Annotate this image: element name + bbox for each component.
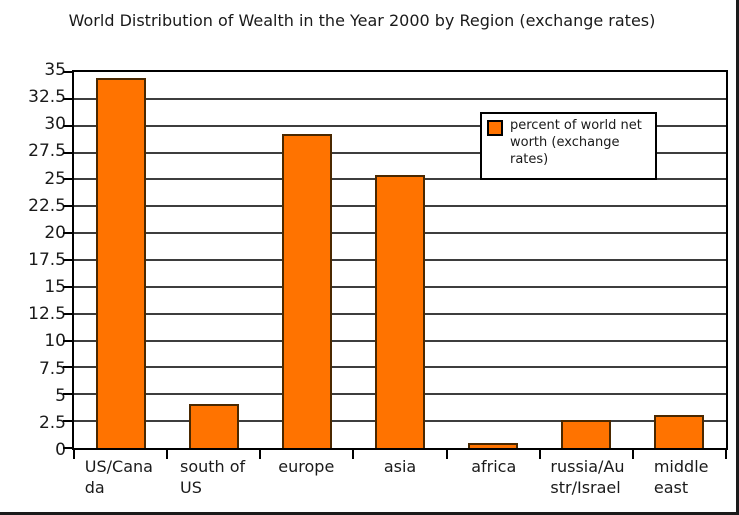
chart-title: World Distribution of Wealth in the Year… bbox=[68, 11, 656, 30]
x-label-slot: russia/Au str/Israel bbox=[541, 456, 635, 498]
y-axis-tick bbox=[63, 97, 72, 100]
gridline bbox=[74, 151, 726, 154]
bar-slot bbox=[74, 72, 167, 448]
legend-swatch-icon bbox=[487, 120, 503, 136]
bar-europe bbox=[281, 134, 332, 448]
bar-slot bbox=[633, 72, 726, 448]
x-label-slot: africa bbox=[447, 456, 541, 498]
x-axis-tick bbox=[166, 450, 169, 459]
bars-container bbox=[74, 72, 726, 448]
x-axis-category-label-europe: europe bbox=[278, 457, 335, 476]
legend-label: percent of world net worth (exchange rat… bbox=[510, 118, 642, 167]
x-axis-category-label-asia: asia bbox=[383, 457, 417, 476]
y-axis-tick bbox=[63, 124, 72, 127]
y-axis-tick bbox=[63, 259, 72, 261]
y-axis-tick-label: 2.5 bbox=[38, 412, 66, 433]
y-axis-tick bbox=[63, 366, 72, 369]
y-axis-tick-label: 35 bbox=[44, 60, 66, 80]
y-axis-tick bbox=[63, 285, 72, 288]
legend-box: percent of world net worth (exchange rat… bbox=[480, 112, 657, 180]
x-label-slot: south of US bbox=[166, 456, 260, 498]
y-axis-tick-label: 5 bbox=[55, 385, 66, 406]
bar-slot bbox=[260, 72, 353, 448]
x-axis-tick bbox=[73, 450, 75, 459]
x-axis-category-label-russia-austr-israel: russia/Au str/Israel bbox=[550, 457, 625, 498]
x-axis-tick bbox=[538, 450, 541, 459]
x-axis-tick bbox=[631, 450, 634, 459]
bar-slot bbox=[167, 72, 260, 448]
bar-asia bbox=[374, 175, 425, 448]
bar-slot bbox=[540, 72, 633, 448]
y-axis-tick bbox=[63, 420, 72, 423]
x-axis-tick bbox=[352, 450, 355, 459]
bar-slot bbox=[447, 72, 540, 448]
y-axis-tick-label: 7.5 bbox=[38, 358, 66, 379]
y-axis-tick-label: 20 bbox=[44, 222, 66, 243]
y-axis-tick-label: 10 bbox=[44, 331, 66, 352]
gridline bbox=[74, 97, 726, 100]
x-axis-category-label-middle-east: middle east bbox=[653, 457, 709, 498]
y-axis-tick bbox=[63, 339, 72, 342]
y-axis-tick-label: 32.5 bbox=[28, 87, 66, 108]
x-axis-category-label-africa: africa bbox=[471, 457, 517, 476]
bar-slot bbox=[353, 72, 446, 448]
y-axis-tick bbox=[63, 447, 72, 449]
y-axis-tick-label: 17.5 bbox=[28, 250, 66, 270]
gridline bbox=[74, 124, 726, 127]
y-axis-tick bbox=[63, 312, 72, 315]
x-axis-tick bbox=[725, 450, 727, 459]
y-axis-tick-label: 0 bbox=[55, 440, 66, 460]
y-axis-tick-label: 15 bbox=[44, 277, 66, 298]
y-axis-tick-label: 30 bbox=[44, 114, 66, 135]
y-axis-tick bbox=[63, 71, 72, 73]
y-axis-tick-label: 12.5 bbox=[28, 304, 66, 325]
x-label-slot: asia bbox=[353, 456, 447, 498]
bar-africa bbox=[468, 442, 519, 448]
x-axis-tick bbox=[445, 450, 448, 459]
y-axis-tick bbox=[63, 178, 72, 181]
y-axis-tick-label: 22.5 bbox=[28, 195, 66, 216]
y-axis-tick bbox=[63, 205, 72, 208]
bar-russia-austr-israel bbox=[561, 420, 612, 448]
x-label-slot: middle east bbox=[634, 456, 728, 498]
y-axis-tick bbox=[63, 232, 72, 235]
bar-middle-east bbox=[654, 414, 705, 448]
x-label-slot: europe bbox=[259, 456, 353, 498]
x-label-slot: US/Cana da bbox=[72, 456, 166, 498]
x-axis-category-label-south-of-us: south of US bbox=[179, 457, 246, 498]
y-axis-labels: 0 2.5 5 7.5 10 12.5 15 17.5 20 22.5 25 27.5 30 32.5 35 bbox=[0, 60, 66, 460]
y-axis-tick-label: 25 bbox=[44, 168, 66, 189]
x-axis-category-label-us-canada: US/Cana da bbox=[84, 457, 153, 498]
x-axis-tick bbox=[259, 450, 262, 459]
y-axis-tick-label: 27.5 bbox=[28, 141, 66, 162]
y-axis-tick bbox=[63, 151, 72, 154]
bar-south-of-us bbox=[188, 403, 239, 448]
y-axis-tick bbox=[63, 393, 72, 396]
x-axis-labels: US/Cana da south of US europe asia africa rus… bbox=[72, 456, 728, 498]
bar-us-canada bbox=[95, 78, 146, 448]
